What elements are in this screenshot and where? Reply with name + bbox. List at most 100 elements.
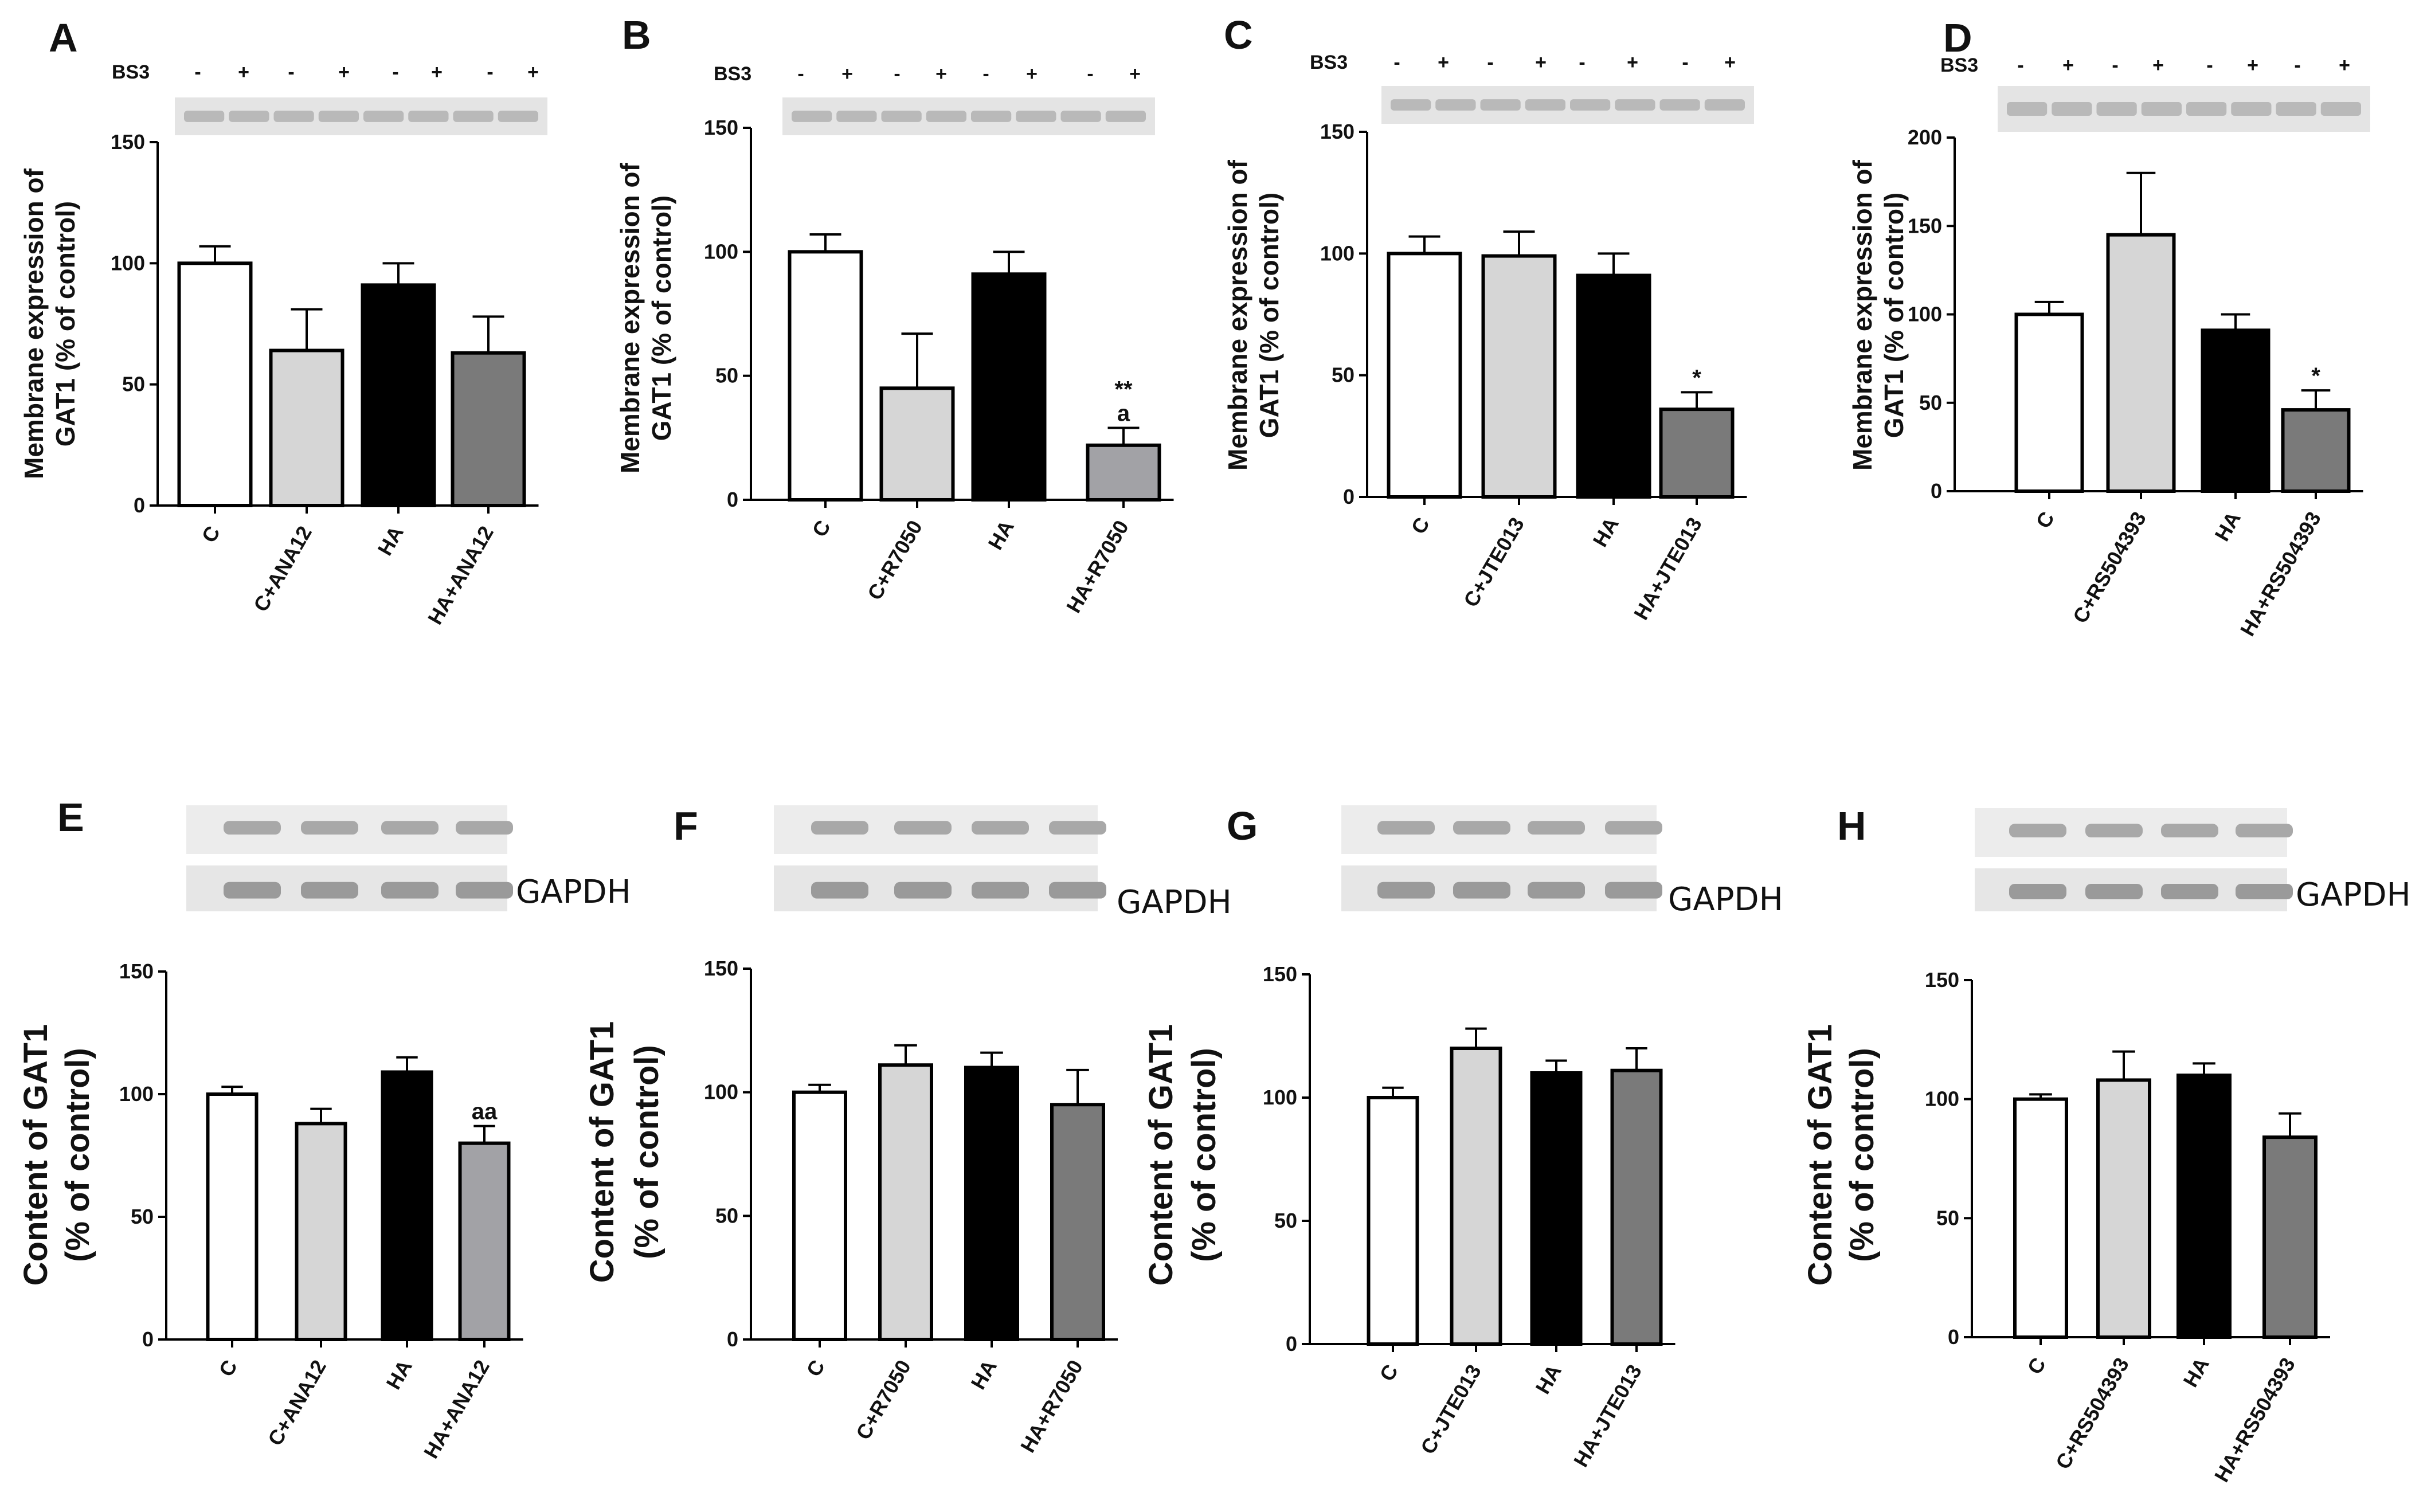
- bar-ha: [381, 1070, 433, 1341]
- y-tick-label: 100: [1908, 303, 1942, 326]
- bs3-sign: -: [1393, 52, 1400, 73]
- blot-band: [2009, 884, 2066, 899]
- blot-band: [1570, 99, 1611, 111]
- bs3-sign: +: [2339, 54, 2350, 76]
- category-label: C+JTE013: [1416, 1361, 1486, 1458]
- blot-band: [224, 882, 281, 899]
- category-label: HA: [373, 522, 408, 560]
- y-tick-label: 0: [727, 488, 738, 511]
- bar-c-rs504393: [2096, 1078, 2151, 1339]
- category-label: HA: [1530, 1361, 1566, 1399]
- bs3-sign: +: [431, 61, 443, 83]
- blot-band: [1391, 99, 1431, 111]
- y-tick-label: 100: [704, 1080, 738, 1104]
- blot-band: [972, 821, 1029, 835]
- gapdh-label: GAPDH: [2296, 876, 2411, 914]
- y-axis-label-line1: Membrane expression of: [19, 168, 49, 479]
- bs3-sign: -: [2206, 54, 2213, 76]
- y-tick-label: 0: [1343, 485, 1355, 508]
- bar-ha: [361, 283, 436, 507]
- significance-label: *: [2311, 363, 2320, 389]
- blot-band: [1605, 821, 1662, 835]
- bs3-sign: +: [1438, 52, 1449, 73]
- y-axis-label-line1: Membrane expression of: [1223, 159, 1252, 471]
- bar-c: [2014, 312, 2084, 493]
- y-tick-label: 50: [1274, 1209, 1297, 1232]
- y-axis-label-line2: GAT1 (% of control): [1254, 193, 1284, 438]
- blot-band: [1377, 821, 1435, 835]
- category-label: C: [801, 1356, 829, 1381]
- y-axis-label-line2: GAT1 (% of control): [647, 195, 676, 441]
- y-tick-label: 50: [1332, 363, 1355, 387]
- y-tick-label: 150: [1320, 120, 1355, 143]
- y-tick-label: 150: [704, 957, 738, 980]
- blot-band: [273, 111, 314, 122]
- y-axis-label-line1: Content of GAT1: [17, 1024, 54, 1286]
- blot-band: [836, 111, 877, 122]
- bs3-sign: +: [338, 61, 350, 83]
- blot-band: [1060, 111, 1101, 122]
- blot-band: [811, 882, 868, 899]
- bar-c: [2013, 1097, 2068, 1339]
- blot-band: [1016, 111, 1056, 122]
- y-axis-label-line1: Content of GAT1: [584, 1021, 621, 1283]
- panel-letter: A: [49, 15, 78, 60]
- bs3-label: BS3: [1310, 52, 1348, 73]
- bs3-sign: -: [1682, 52, 1688, 73]
- category-label: C+RS504393: [2051, 1354, 2134, 1474]
- blot-band: [2007, 102, 2048, 116]
- y-tick-label: 50: [715, 1204, 738, 1227]
- blot-band: [881, 111, 922, 122]
- bar-c: [792, 1090, 847, 1341]
- category-label: C: [1406, 514, 1434, 538]
- blot-band: [184, 111, 225, 122]
- y-tick-label: 100: [1320, 241, 1355, 265]
- y-tick-label: 150: [111, 130, 145, 154]
- bs3-sign: +: [1724, 52, 1736, 73]
- blot-band: [2085, 824, 2143, 837]
- category-label: C: [2022, 1354, 2050, 1378]
- bar-c-ana12: [295, 1122, 347, 1341]
- bar-ha-ana12: [458, 1141, 511, 1341]
- bar-c-ana12: [269, 348, 345, 507]
- blot-band: [2009, 824, 2066, 837]
- category-label: C: [214, 1356, 242, 1381]
- y-tick-label: 0: [1286, 1332, 1297, 1356]
- blot-band: [456, 882, 513, 899]
- y-tick-label: 150: [704, 116, 738, 139]
- category-label: C+ANA12: [249, 522, 316, 616]
- blot-band: [453, 111, 494, 122]
- category-label: HA+R7050: [1062, 516, 1133, 617]
- blot-band: [792, 111, 832, 122]
- blot-band: [1049, 821, 1106, 835]
- y-axis-label-line1: Membrane expression of: [1847, 159, 1877, 471]
- bs3-label: BS3: [714, 63, 751, 85]
- y-tick-label: 100: [111, 251, 145, 275]
- panel-letter: C: [1224, 13, 1253, 57]
- panel-h: H Content of GAT1 (% of control) 0 50 100 150 C…: [1802, 804, 2411, 1486]
- y-tick-label: 150: [119, 959, 154, 983]
- bar-c: [177, 261, 253, 507]
- y-axis-label-line2: GAT1 (% of control): [1879, 193, 1909, 438]
- category-label: HA+R7050: [1016, 1356, 1087, 1457]
- blot-band: [229, 111, 269, 122]
- bar-ha-ana12: [451, 351, 526, 507]
- blot-band: [2276, 102, 2316, 116]
- blot-band: [2096, 102, 2137, 116]
- blot-band: [2052, 102, 2092, 116]
- panel-letter: H: [1837, 804, 1866, 848]
- bs3-sign: -: [1487, 52, 1493, 73]
- category-label: HA+ANA12: [419, 1356, 494, 1463]
- bar-c: [788, 250, 863, 502]
- blot-band: [1049, 882, 1106, 899]
- panel-g: G Content of GAT1 (% of control) 0 50 100 150 C…: [1142, 804, 1783, 1471]
- y-axis-label-line1: Content of GAT1: [1142, 1024, 1180, 1286]
- blot-band: [971, 111, 1012, 122]
- blot-band: [926, 111, 966, 122]
- y-tick-label: 0: [1948, 1325, 1959, 1349]
- y-tick-label: 0: [727, 1327, 738, 1351]
- bar-ha-r7050: [1086, 443, 1161, 502]
- bs3-sign: +: [935, 63, 947, 85]
